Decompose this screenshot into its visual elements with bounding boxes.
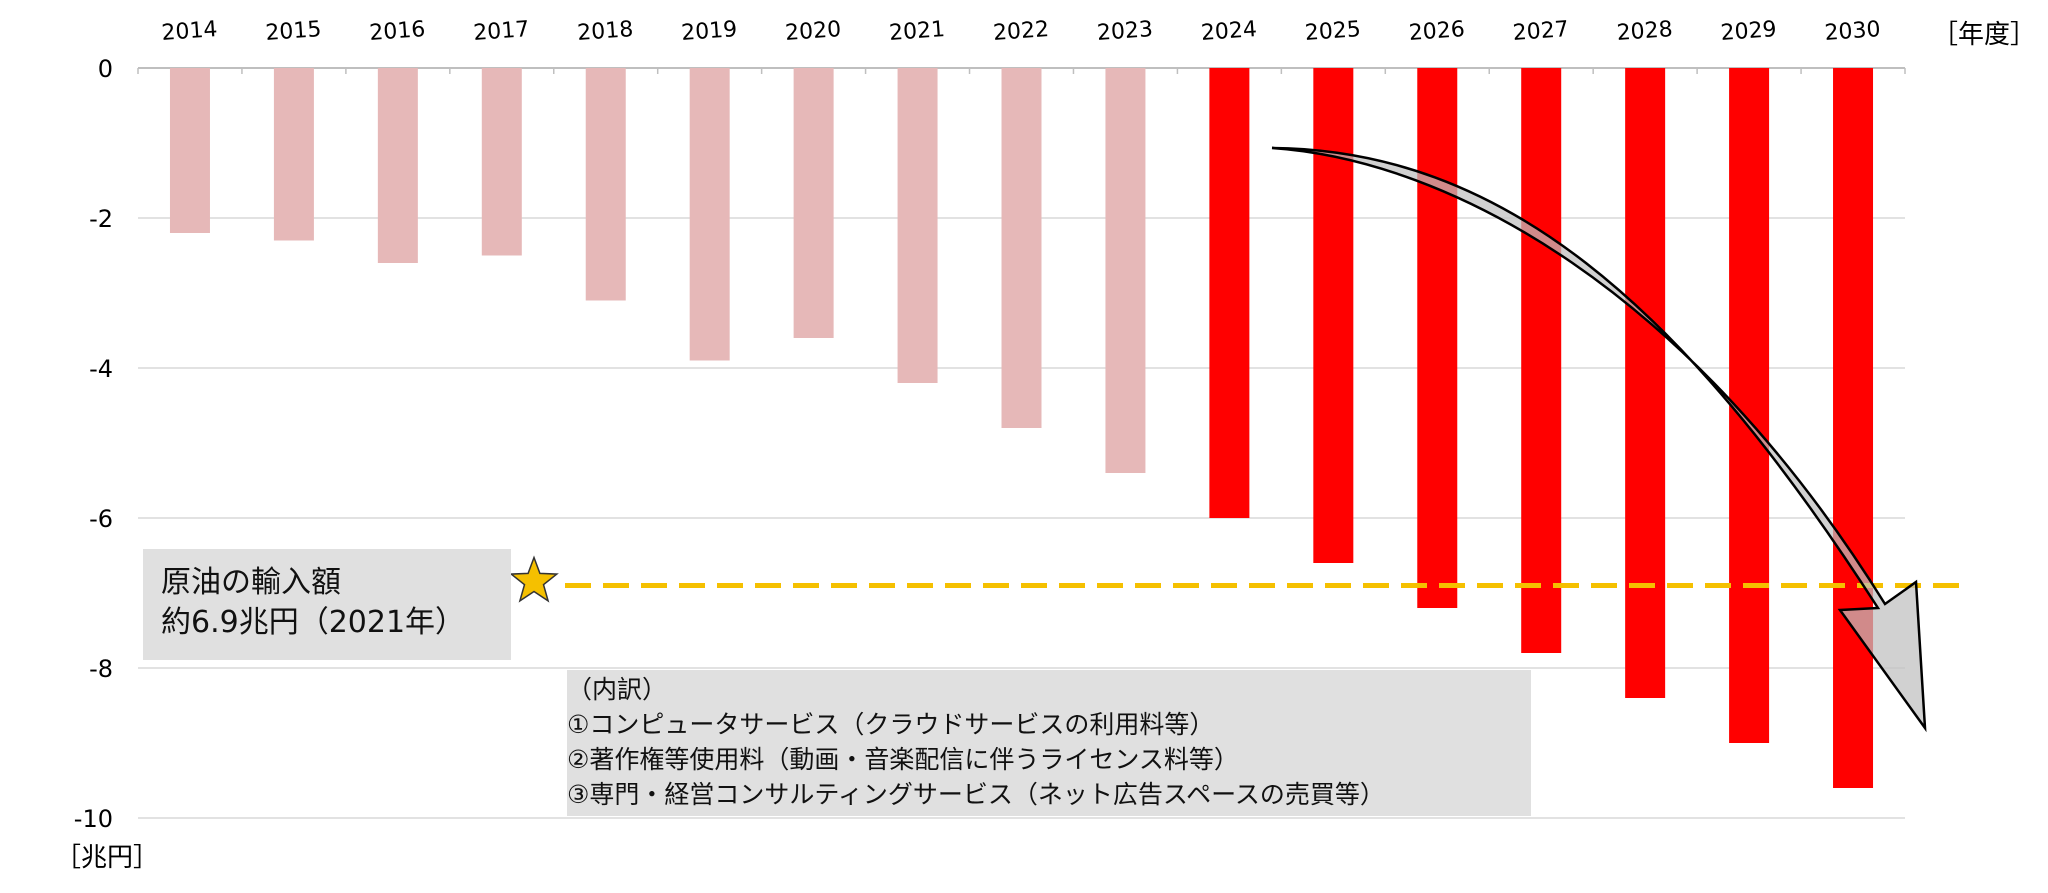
bar-projection <box>1209 68 1250 518</box>
breakdown-header: （内訳） <box>567 675 668 704</box>
x-tick-label: 2026 <box>1408 17 1466 46</box>
bar-historical <box>273 68 314 241</box>
x-tick-label: 2024 <box>1200 17 1258 46</box>
bar-historical <box>897 68 938 383</box>
y-tick-label: -2 <box>89 205 113 233</box>
bar-projection <box>1521 68 1562 653</box>
bar-historical <box>585 68 626 301</box>
x-tick-label: 2019 <box>680 17 738 46</box>
x-tick-label: 2021 <box>888 17 946 46</box>
bar-historical <box>377 68 418 263</box>
breakdown-callout: （内訳） ①コンピュータサービス（クラウドサービスの利用料等） ②著作権等使用料… <box>567 670 1531 816</box>
y-tick-label: -6 <box>89 505 113 533</box>
bar-historical <box>169 68 210 233</box>
bar-historical <box>793 68 834 338</box>
x-tick-label: 2016 <box>369 17 427 46</box>
bar-projection <box>1625 68 1666 698</box>
breakdown-item: ①コンピュータサービス（クラウドサービスの利用料等） <box>567 710 1215 739</box>
bar-historical <box>1001 68 1042 428</box>
x-tick-label: 2028 <box>1616 17 1674 46</box>
x-tick-label: 2029 <box>1720 17 1778 46</box>
x-tick-label: 2025 <box>1304 17 1362 46</box>
bar-projection <box>1313 68 1354 563</box>
crude-oil-value: 約6.9兆円（2021年） <box>161 605 466 640</box>
bar-projection <box>1417 68 1458 608</box>
bar-historical <box>1105 68 1146 473</box>
y-tick-label: -4 <box>89 355 113 383</box>
y-tick-label: -8 <box>89 655 113 683</box>
bars <box>169 68 1874 788</box>
x-tick-label: 2030 <box>1824 17 1882 46</box>
x-tick-labels: 2014 2015 2016 2017 2018 2019 2020 2021 2022 2023… <box>161 17 1882 46</box>
trend-arrow-icon <box>1271 146 1927 733</box>
x-tick-label: 2022 <box>992 17 1050 46</box>
x-tick-label: 2014 <box>161 17 219 46</box>
breakdown-item: ②著作権等使用料（動画・音楽配信に伴うライセンス料等） <box>567 745 1239 774</box>
y-unit-label: ［兆円］ <box>55 843 159 873</box>
bar-projection <box>1833 68 1874 788</box>
star-icon <box>509 555 559 603</box>
y-tick-label: 0 <box>98 55 113 83</box>
x-tick-label: 2027 <box>1512 17 1570 46</box>
bar-historical <box>689 68 730 361</box>
x-tick-label: 2015 <box>265 17 323 46</box>
x-tick-label: 2023 <box>1096 17 1154 46</box>
x-tick-label: 2020 <box>784 17 842 46</box>
y-tick-label: -10 <box>74 805 113 833</box>
x-tick-label: 2017 <box>473 17 531 46</box>
bar-historical <box>481 68 522 256</box>
crude-oil-title: 原油の輸入額 <box>161 565 341 600</box>
x-tick-label: 2018 <box>576 17 634 46</box>
breakdown-item: ③専門・経営コンサルティングサービス（ネット広告スペースの売買等） <box>567 780 1385 809</box>
x-unit-label: ［年度］ <box>1932 20 2036 50</box>
crude-oil-callout: 原油の輸入額 約6.9兆円（2021年） <box>143 549 511 660</box>
y-tick-labels: 0 -2 -4 -6 -8 -10 <box>74 55 113 833</box>
